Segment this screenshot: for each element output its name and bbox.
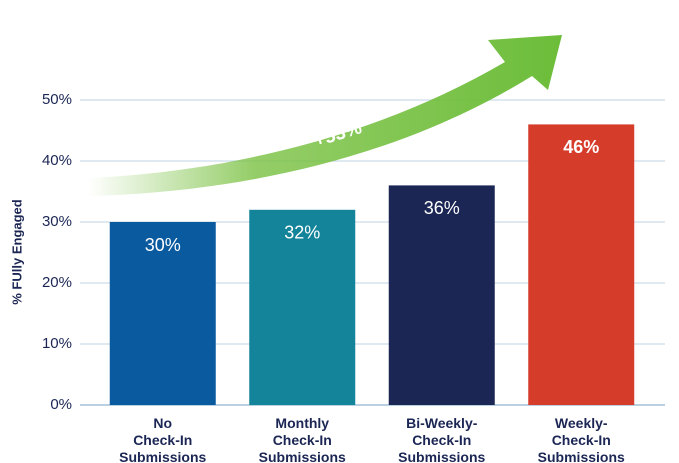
x-tick-label: No Check-In Submissions	[119, 415, 207, 463]
data-label: 46%	[563, 137, 599, 157]
x-tick-label: Weekly- Check-In Submissions	[537, 415, 625, 463]
y-tick-label: 10%	[42, 335, 72, 352]
x-tick-label: Bi-Weekly- Check-In Submissions	[398, 415, 486, 463]
y-axis-label: % FUlly Engaged	[9, 199, 24, 305]
bar	[388, 185, 495, 405]
data-label: 30%	[145, 235, 181, 255]
y-tick-label: 20%	[42, 274, 72, 291]
bar	[249, 209, 356, 405]
y-tick-label: 40%	[42, 152, 72, 169]
y-tick-label: 50%	[42, 91, 72, 108]
bar	[109, 222, 216, 405]
growth-arrow	[88, 35, 562, 196]
y-tick-label: 0%	[50, 396, 72, 413]
data-label: 36%	[424, 198, 460, 218]
bar	[528, 124, 635, 406]
y-tick-label: 30%	[42, 213, 72, 230]
data-label: 32%	[284, 223, 320, 243]
x-tick-label: Monthly Check-In Submissions	[258, 415, 346, 463]
